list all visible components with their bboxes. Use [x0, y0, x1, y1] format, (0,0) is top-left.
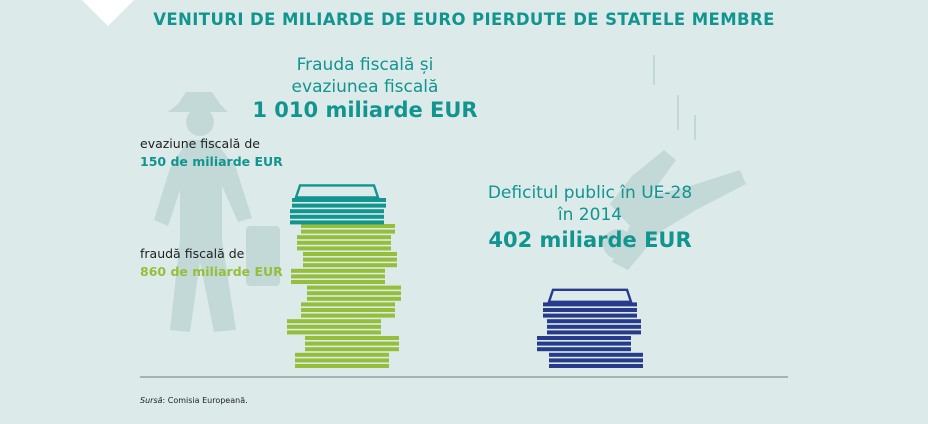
evasion-stack: [290, 198, 386, 225]
fraud-stack-coin: [307, 291, 401, 296]
fraud-stack-coin: [297, 235, 391, 240]
fraud-stack-coin: [301, 224, 395, 228]
fraud-value: 860 de miliarde EUR: [140, 264, 283, 279]
right-total: 402 miliarde EUR: [488, 228, 692, 252]
fraud-stack-coin: [291, 280, 385, 284]
deficit-stack-coin: [547, 324, 641, 329]
fraud-stack-coin: [287, 319, 381, 324]
motion-lines-icon: [653, 55, 696, 140]
fraud-stack-coin: [291, 274, 385, 279]
deficit-stack-coin: [549, 352, 643, 357]
left-label-line1: Frauda fiscală și: [296, 55, 434, 75]
fraud-stack-coin: [295, 352, 389, 357]
source-label: Sursă: [140, 396, 163, 405]
left-total: 1 010 miliarde EUR: [252, 98, 478, 122]
deficit-stack-coin: [537, 336, 631, 340]
deficit-stack-coin: [547, 330, 641, 335]
source-text: : Comisia Europeană.: [162, 396, 248, 405]
fraud-stack-coin: [301, 308, 395, 312]
deficit-stack-coin: [537, 347, 631, 352]
fraud-stack-coin: [295, 364, 389, 368]
deficit-stack-coin: [537, 341, 631, 346]
fraud-stack-coin: [307, 285, 401, 290]
fraud-stack-coin: [301, 302, 395, 307]
deficit-stack-coin: [543, 302, 637, 307]
deficit-stack-coin: [547, 319, 641, 324]
falling-figure-icon: [603, 150, 746, 270]
evasion-stack-coin: [292, 203, 386, 208]
deficit-stack-cap: [547, 288, 633, 303]
deficit-stack-coin: [543, 308, 637, 312]
deficit-stack-coin: [549, 358, 643, 363]
deficit-stack-coin: [549, 364, 643, 368]
fraud-stack-coin: [303, 257, 397, 262]
right-label-line2: în 2014: [557, 205, 623, 225]
evasion-stack-coin: [290, 209, 384, 214]
evasion-stack-coin: [290, 220, 384, 225]
deficit-stack-coin: [543, 313, 637, 318]
fraud-stack: [287, 224, 401, 368]
fraud-stack-coin: [291, 268, 385, 273]
evasion-stack-coin: [290, 214, 384, 219]
fraud-stack-coin: [305, 347, 399, 352]
fraud-stack-coin: [305, 341, 399, 346]
evasion-label: evaziune fiscală de: [140, 136, 260, 151]
fraud-stack-coin: [297, 240, 391, 245]
fraud-stack-coin: [297, 246, 391, 251]
chart-title: VENITURI DE MILIARDE DE EURO PIERDUTE DE…: [153, 10, 775, 29]
right-label-line1: Deficitul public în UE-28: [487, 183, 693, 203]
fraud-stack-coin: [303, 263, 397, 268]
shady-man-icon: [154, 92, 280, 332]
source-note: Sursă: Comisia Europeană.: [140, 396, 248, 405]
evasion-stack-coin: [292, 198, 386, 202]
fraud-stack-coin: [303, 252, 397, 256]
corner-notch-icon: [82, 0, 134, 26]
fraud-stack-coin: [305, 336, 399, 340]
fraud-stack-coin: [287, 330, 381, 335]
evasion-value: 150 de miliarde EUR: [140, 154, 283, 169]
fraud-stack-coin: [301, 229, 395, 234]
fraud-stack-coin: [307, 296, 401, 301]
fraud-stack-coin: [301, 313, 395, 318]
fraud-label: fraudă fiscală de: [140, 246, 245, 261]
left-label-line2: evaziunea fiscală: [291, 77, 439, 97]
fraud-stack-coin: [287, 324, 381, 329]
deficit-stack: [537, 302, 643, 368]
evasion-stack-cap: [294, 184, 380, 199]
fraud-stack-coin: [295, 358, 389, 363]
